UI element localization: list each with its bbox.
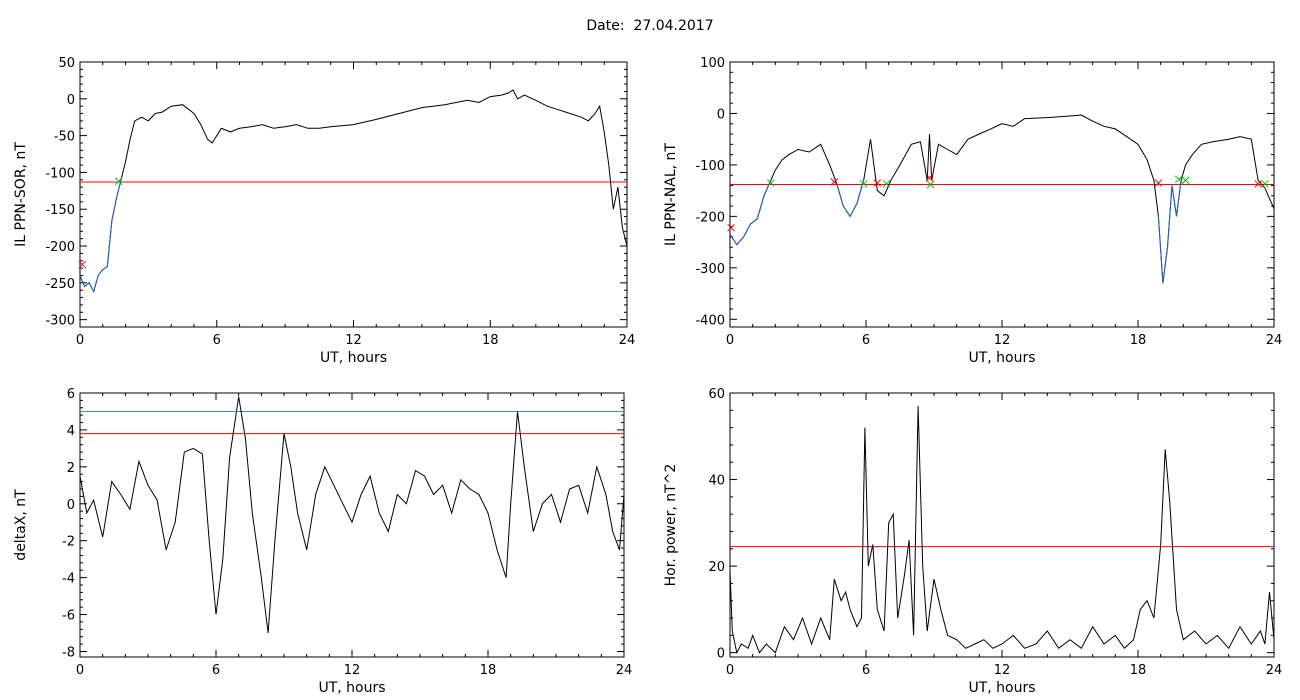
series-line <box>80 89 627 294</box>
y-tick-label: -150 <box>45 203 75 218</box>
x-tick-label: 12 <box>344 663 361 678</box>
x-tick-label: 24 <box>616 663 633 678</box>
series-line <box>730 114 1274 284</box>
y-tick-label: 60 <box>708 387 725 402</box>
x-axis-label: UT, hours <box>318 680 385 696</box>
y-tick-label: 40 <box>708 474 725 489</box>
y-tick-label: -300 <box>45 314 75 329</box>
marker-red <box>1154 179 1163 187</box>
y-tick-label: -250 <box>45 277 75 292</box>
x-tick-label: 6 <box>862 333 870 348</box>
y-axis-label: Hor. power, nT^2 <box>663 464 679 587</box>
marker-green <box>882 180 891 188</box>
marker-green <box>1261 180 1269 188</box>
y-tick-label: 20 <box>708 560 725 575</box>
y-tick-label: -2 <box>62 535 75 550</box>
marker-green <box>859 180 868 188</box>
y-tick-label: -200 <box>695 210 725 225</box>
y-tick-label: -100 <box>695 159 725 174</box>
series-line <box>80 396 624 634</box>
y-tick-label: 50 <box>58 56 75 71</box>
marker-red <box>873 179 882 187</box>
x-tick-label: 12 <box>345 333 362 348</box>
y-tick-label: 0 <box>67 498 75 513</box>
marker-green <box>1174 175 1183 184</box>
series-highlight-line <box>836 180 865 218</box>
y-tick-label: -8 <box>62 645 75 660</box>
plot-frame <box>729 61 1275 328</box>
y-tick-label: -100 <box>45 166 75 181</box>
marker-green <box>114 177 123 186</box>
y-tick-label: 0 <box>717 107 725 122</box>
x-tick-label: 6 <box>212 663 220 678</box>
marker-red <box>925 173 934 182</box>
y-tick-label: 4 <box>67 424 75 439</box>
y-tick-label: 0 <box>717 647 725 662</box>
figure-title: Date: 27.04.2017 <box>0 18 1300 34</box>
y-tick-label: -200 <box>45 240 75 255</box>
marker-red <box>78 260 87 269</box>
x-tick-label: 12 <box>994 333 1011 348</box>
y-tick-label: -50 <box>54 130 75 145</box>
x-tick-label: 18 <box>482 333 499 348</box>
marker-red <box>830 178 839 186</box>
chart-hor-power: 0 6 12 18 24 0 20 40 60 UT, hours Hor. power, nT^2 <box>663 387 1282 696</box>
marker-green <box>926 180 935 189</box>
y-tick-label: -400 <box>695 313 725 328</box>
x-axis-label: UT, hours <box>320 350 387 366</box>
y-axis-label: IL PPN-SOR, nT <box>13 142 29 247</box>
x-tick-label: 0 <box>726 663 734 678</box>
y-tick-label: 0 <box>67 93 75 108</box>
x-tick-label: 24 <box>1266 333 1283 348</box>
y-axis-label: IL PPN-NAL, nT <box>663 143 679 246</box>
y-tick-label: -6 <box>62 609 75 624</box>
plot-frame <box>729 392 1275 658</box>
chart-ppn-nal: 0 6 12 18 24 -400 -300 -200 -100 0 100 UT, hours IL … <box>663 56 1282 366</box>
x-tick-label: 24 <box>1266 663 1283 678</box>
marker-green <box>1181 176 1190 185</box>
x-tick-label: 0 <box>726 333 734 348</box>
x-tick-label: 18 <box>1130 333 1147 348</box>
series-highlight-line <box>80 179 122 294</box>
marker-red <box>727 223 735 232</box>
x-tick-label: 6 <box>862 663 870 678</box>
y-tick-label: 6 <box>67 387 75 402</box>
y-tick-label: 100 <box>700 56 725 71</box>
x-tick-label: 6 <box>213 333 221 348</box>
series-line <box>730 405 1274 655</box>
date-label: Date: <box>586 18 625 34</box>
y-tick-label: -300 <box>695 262 725 277</box>
y-axis-label: deltaX, nT <box>13 489 29 561</box>
x-tick-label: 0 <box>76 663 84 678</box>
x-axis-label: UT, hours <box>968 680 1035 696</box>
plot-frame <box>79 61 628 328</box>
x-tick-label: 18 <box>1130 663 1147 678</box>
x-tick-label: 0 <box>76 333 84 348</box>
chart-ppn-sor: 0 6 12 18 24 -300 -250 -200 -150 -100 -50 0 50 UT, ho… <box>13 56 635 366</box>
series-highlight-line <box>730 180 772 246</box>
x-tick-label: 12 <box>994 663 1011 678</box>
marker-green <box>766 179 775 187</box>
x-tick-label: 18 <box>480 663 497 678</box>
date-value: 27.04.2017 <box>633 18 714 34</box>
series-highlight-line <box>1157 180 1182 284</box>
y-tick-label: 2 <box>67 461 75 476</box>
y-tick-label: -4 <box>62 572 75 587</box>
marker-red <box>1254 180 1262 188</box>
x-axis-label: UT, hours <box>968 350 1035 366</box>
x-tick-label: 24 <box>619 333 636 348</box>
